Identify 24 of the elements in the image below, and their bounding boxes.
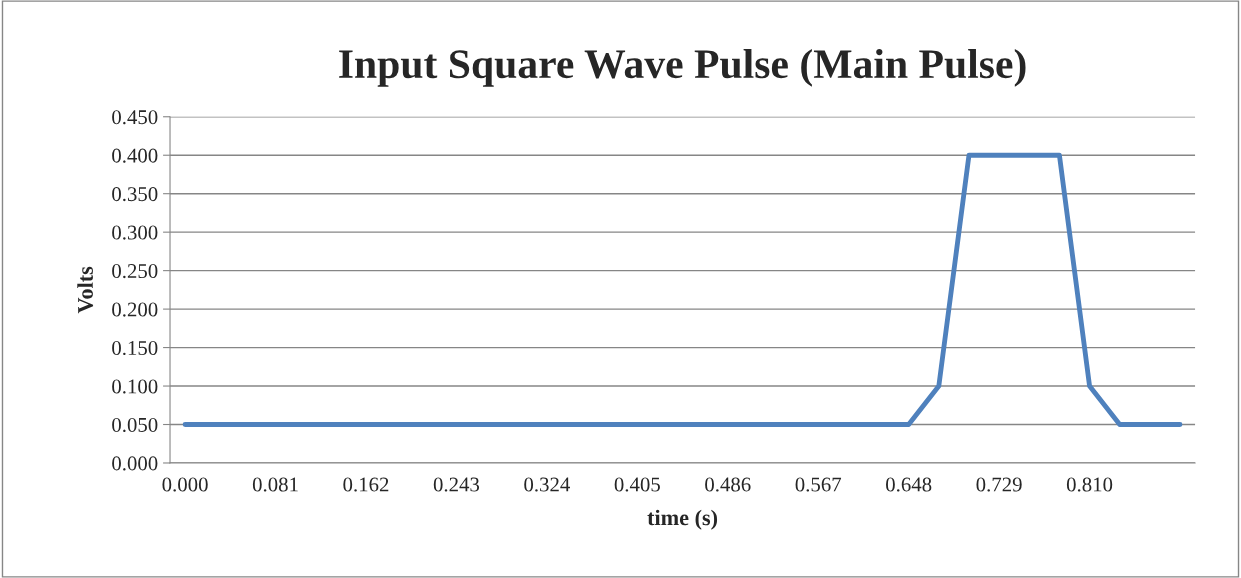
x-tick-label: 0.486 bbox=[705, 477, 751, 492]
x-tick-label: 0.567 bbox=[795, 477, 842, 492]
x-tick-label: 0.810 bbox=[1066, 477, 1113, 492]
y-tick-label: 0.050 bbox=[112, 417, 158, 433]
x-tick-label: 0.405 bbox=[614, 477, 660, 492]
y-tick-label: 0.150 bbox=[112, 340, 158, 356]
x-tick-label: 0.162 bbox=[343, 477, 389, 492]
x-tick-label: 0.729 bbox=[976, 477, 1022, 492]
x-tick-label: 0.324 bbox=[524, 477, 570, 492]
x-tick-label: 0.648 bbox=[886, 477, 932, 492]
y-tick-label: 0.350 bbox=[112, 187, 158, 202]
y-tick-label: 0.400 bbox=[112, 148, 158, 163]
y-axis-title: Volts bbox=[77, 266, 94, 314]
y-tick-label: 0.250 bbox=[112, 264, 158, 279]
x-tick-label: 0.243 bbox=[433, 477, 480, 492]
y-tick-label: 0.000 bbox=[112, 456, 158, 471]
x-axis-title: time (s) bbox=[647, 509, 718, 530]
y-tick-label: 0.100 bbox=[112, 379, 158, 394]
chart-title: Input Square Wave Pulse (Main Pulse) bbox=[339, 48, 1026, 87]
y-tick-label: 0.300 bbox=[112, 225, 158, 240]
x-tick-label: 0.081 bbox=[252, 477, 298, 492]
x-tick-label: 0.000 bbox=[162, 477, 208, 492]
y-tick-label: 0.200 bbox=[112, 302, 158, 317]
y-tick-label: 0.450 bbox=[112, 110, 158, 125]
